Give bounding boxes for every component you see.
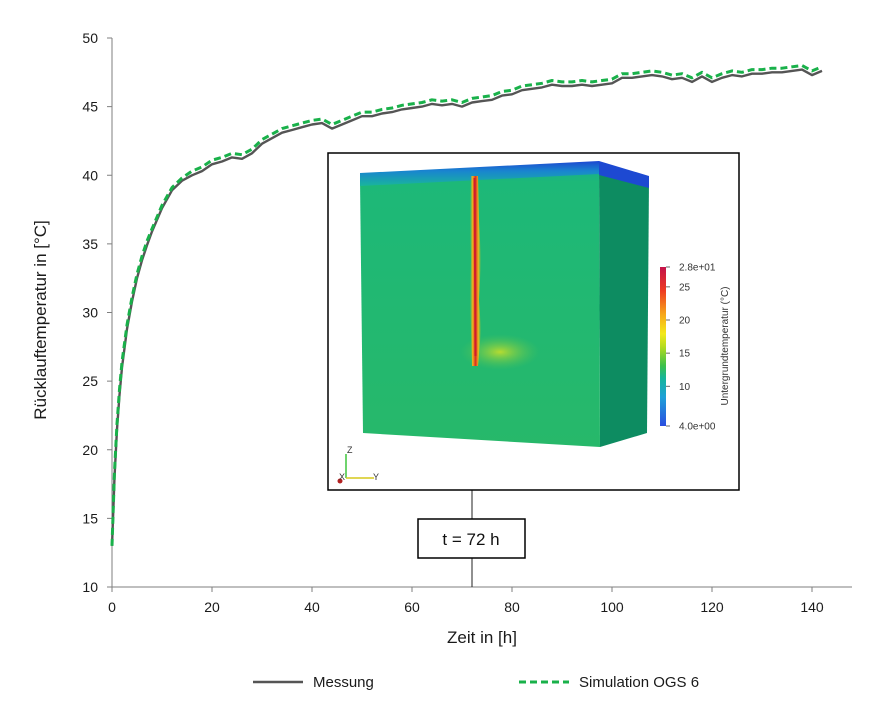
legend: Messung Simulation OGS 6	[253, 674, 699, 691]
x-axis-title: Zeit in [h]	[447, 628, 517, 647]
y-tick-label: 15	[82, 510, 98, 526]
colorbar-ticks: 2.8e+01 25 20 15 10 4.0e+00	[666, 263, 716, 433]
series-line-messung	[110, 68, 823, 546]
domain-front-face	[360, 168, 600, 447]
x-tick-label: 80	[504, 599, 520, 615]
colorbar-tick-label: 25	[679, 282, 691, 293]
y-tick-label: 10	[82, 579, 98, 595]
colorbar-tick-label: 4.0e+00	[679, 422, 716, 433]
x-tick-label: 20	[204, 599, 220, 615]
colorbar-tick-label: 20	[679, 316, 691, 327]
x-tick-label: 100	[600, 599, 624, 615]
x-tick-label: 40	[304, 599, 320, 615]
inset-3d-render: 2.8e+01 25 20 15 10 4.0e+00 Untergrundtempera…	[327, 152, 740, 491]
y-axis-title: Rücklauftemperatur in [°C]	[31, 220, 50, 420]
triad-z-label: Z	[347, 445, 353, 455]
y-ticks: 10 15 20 25 30 35 40 45 50	[82, 30, 112, 595]
x-ticks: 0 20 40 60 80 100 120 140	[108, 587, 824, 615]
triad-y-label: Y	[373, 472, 379, 482]
colorbar-tick-label: 10	[679, 382, 691, 393]
y-tick-label: 25	[82, 373, 98, 389]
annotation-label: t = 72 h	[442, 530, 499, 549]
y-tick-label: 35	[82, 236, 98, 252]
triad-x-label: X	[339, 472, 345, 482]
heat-plume	[460, 334, 540, 370]
y-tick-label: 50	[82, 30, 98, 46]
x-tick-label: 140	[800, 599, 824, 615]
y-tick-label: 30	[82, 305, 98, 321]
orientation-triad: Z X Y	[337, 445, 379, 484]
y-tick-label: 45	[82, 99, 98, 115]
colorbar-tick-label: 2.8e+01	[679, 263, 716, 274]
triad-origin-dot	[337, 478, 343, 484]
y-tick-label: 40	[82, 167, 98, 183]
series-line-simulation	[110, 64, 823, 546]
y-tick-label: 20	[82, 442, 98, 458]
colorbar-title: Untergrundtemperatur (°C)	[720, 286, 731, 405]
domain-side-top	[599, 161, 649, 188]
x-tick-label: 0	[108, 599, 116, 615]
domain-side-face	[599, 166, 649, 447]
legend-label-simulation: Simulation OGS 6	[579, 674, 699, 691]
colorbar	[660, 267, 666, 426]
x-tick-label: 60	[404, 599, 420, 615]
colorbar-tick-label: 15	[679, 349, 691, 360]
legend-label-messung: Messung	[313, 674, 374, 691]
domain-top-face	[360, 161, 599, 186]
series-layer	[110, 64, 823, 546]
x-tick-label: 120	[700, 599, 724, 615]
fracture-core	[473, 177, 477, 357]
annotation-box	[417, 518, 526, 559]
